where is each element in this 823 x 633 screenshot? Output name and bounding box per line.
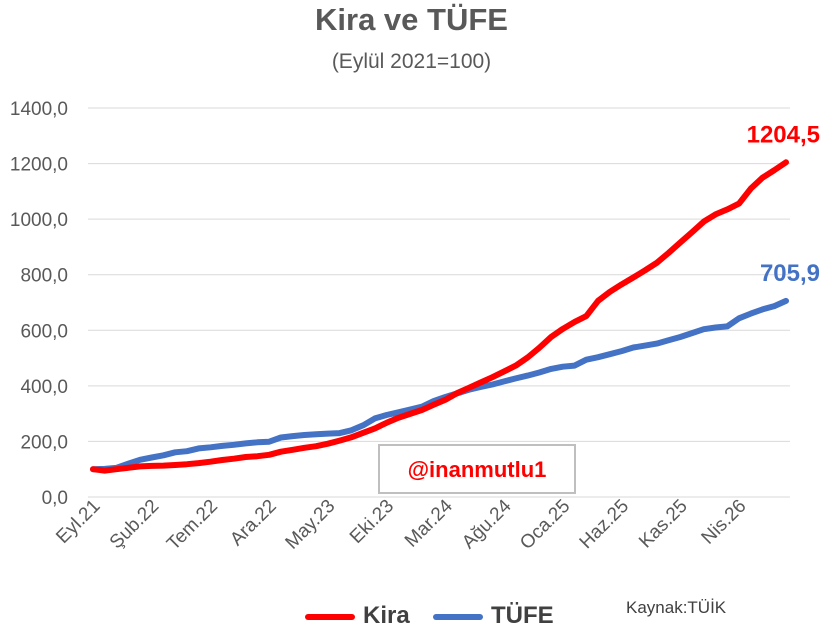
watermark-text: @inanmutlu1 [407,457,547,482]
x-tick-label: Ağu.24 [458,495,516,553]
y-tick-label: 800,0 [20,266,68,287]
legend-label-kira: Kira [363,602,410,629]
x-tick-label: Nis.26 [698,496,751,549]
line-chart: 0,0 200,0 400,0 600,0 800,0 1000,0 1200,0 1400,… [10,99,820,555]
chart-subtitle: (Eylül 2021=100) [331,50,492,73]
chart-title: Kira ve TÜFE [315,2,508,37]
end-label-tufe: 705,9 [760,260,820,287]
series-line-kira [90,159,789,474]
x-tick-label: Mar.24 [401,495,457,551]
y-tick-label: 1400,0 [10,99,68,120]
x-tick-label: Oca.25 [516,496,574,554]
x-tick-label: Ara.22 [226,496,280,550]
y-tick-label: 1000,0 [10,210,68,231]
x-tick-label: Haz.25 [576,496,633,553]
y-tick-label: 1200,0 [10,155,68,176]
legend-swatch-kira [305,614,355,620]
end-label-kira: 1204,5 [747,121,820,148]
legend-label-tufe: TÜFE [491,602,554,629]
x-tick-label: Eki.23 [346,496,398,548]
x-tick-label: May.23 [282,496,340,554]
y-tick-label: 0,0 [42,488,68,509]
watermark-box: @inanmutlu1 [378,444,576,494]
source-note: Kaynak:TÜİK [626,598,727,617]
legend-swatch-tufe [433,614,483,620]
y-tick-label: 600,0 [20,321,68,342]
x-tick-label: Kas.25 [635,496,692,553]
x-tick-label: Tem.22 [163,496,222,555]
y-tick-label: 400,0 [20,377,68,398]
y-tick-label: 200,0 [20,432,68,453]
x-tick-label: Şub.22 [106,496,163,553]
